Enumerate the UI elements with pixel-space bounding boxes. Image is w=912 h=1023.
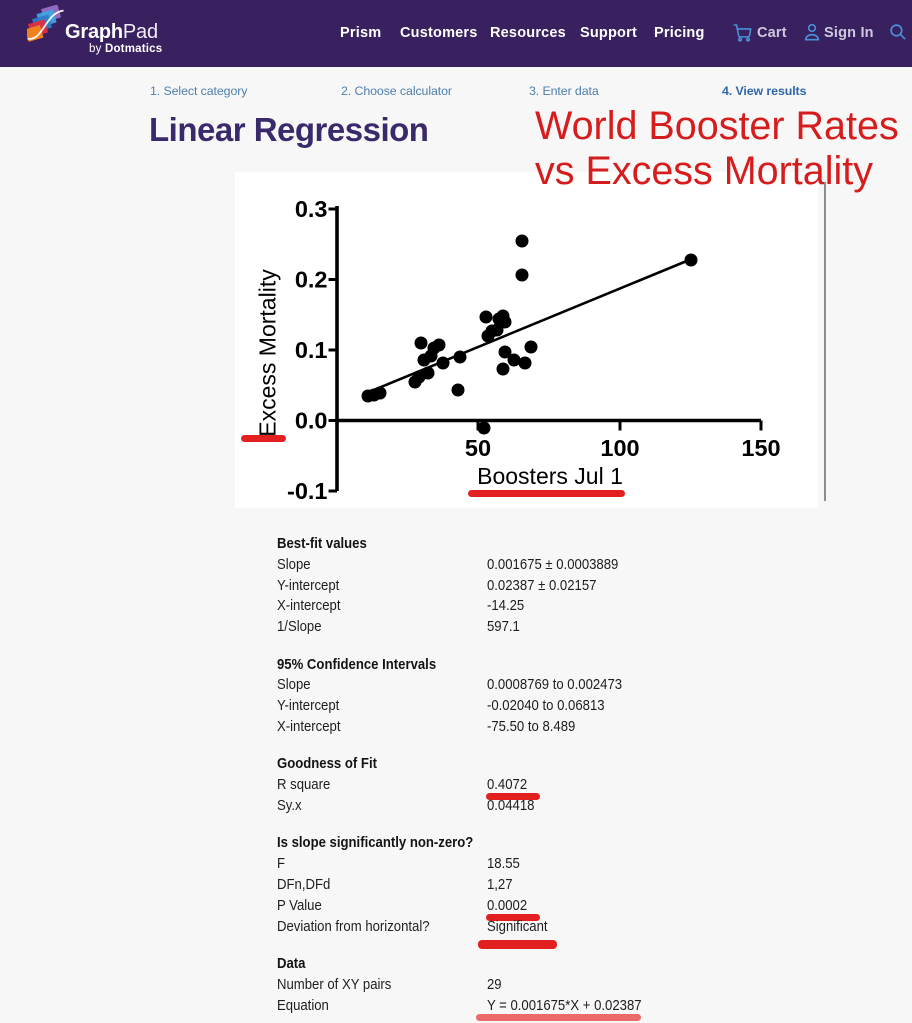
svg-text:-0.1: -0.1 [287,478,328,504]
svg-text:0.2: 0.2 [295,267,328,293]
svg-text:Boosters Jul 1: Boosters Jul 1 [477,463,623,489]
svg-text:0.1: 0.1 [295,337,328,363]
svg-text:150: 150 [741,435,780,461]
svg-text:0.3: 0.3 [295,196,328,222]
svg-text:Excess Mortality: Excess Mortality [255,269,281,437]
svg-text:100: 100 [600,435,639,461]
svg-text:50: 50 [465,435,491,461]
svg-text:0.0: 0.0 [295,408,328,434]
